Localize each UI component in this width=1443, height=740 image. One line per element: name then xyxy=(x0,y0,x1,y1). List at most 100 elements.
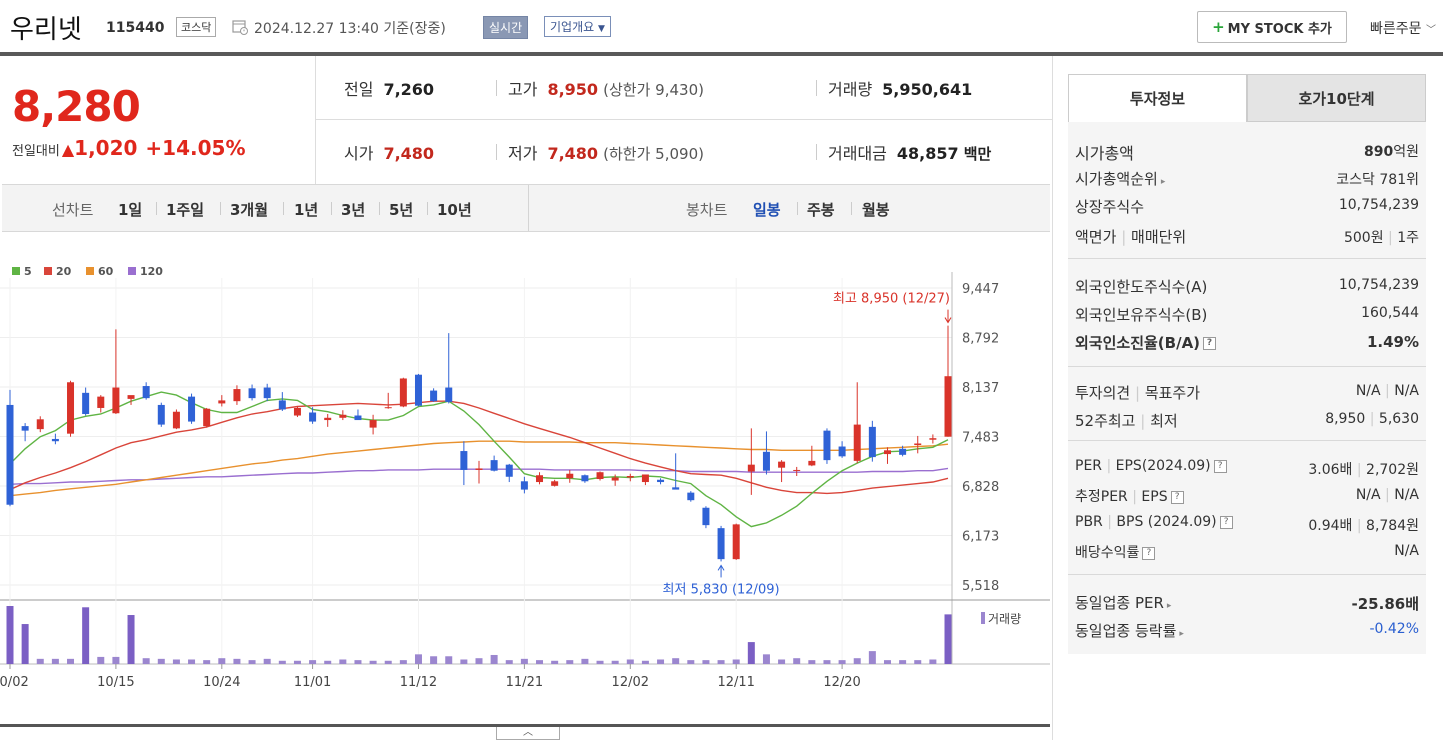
add-mystock-label: MY STOCK 추가 xyxy=(1227,21,1332,37)
help-icon[interactable]: ? xyxy=(1219,515,1233,529)
volume-bar xyxy=(233,658,241,664)
shares-value: 10,754,239 xyxy=(1338,197,1419,213)
stock-header: 우리넷 115440 코스닥 2024.12.27 13:40 기준(장중) 실… xyxy=(0,0,1443,52)
sector-change-label[interactable]: 동일업종 등락률 ▸ xyxy=(1075,620,1184,641)
help-icon[interactable]: ? xyxy=(1213,459,1227,473)
candle-body xyxy=(551,481,559,486)
legend-label: 120 xyxy=(140,265,163,278)
candle-body xyxy=(157,404,165,425)
stat-divider xyxy=(816,80,817,96)
stat-value: 7,480 xyxy=(383,144,435,163)
stat-unit: 백만 xyxy=(963,145,992,163)
toolbar-divider xyxy=(220,202,221,215)
sector-per-row: 동일업종 PER ▸ -25.86배 xyxy=(1075,588,1419,616)
period-3y[interactable]: 3년 xyxy=(341,201,366,219)
price-box: 8,280 전일대비 ▲1,020 +14.05% xyxy=(0,56,316,184)
volume-bar xyxy=(6,606,14,664)
add-mystock-button[interactable]: + MY STOCK 추가 xyxy=(1197,11,1347,43)
volume-bar xyxy=(67,658,75,664)
help-icon[interactable]: ? xyxy=(1142,546,1156,560)
quick-order-label: 빠른주문 xyxy=(1370,21,1422,37)
period-1y[interactable]: 1년 xyxy=(294,201,319,219)
candle-chart-label[interactable]: 봉차트 xyxy=(686,201,728,219)
info-divider xyxy=(1068,258,1426,259)
volume-bar xyxy=(445,656,453,664)
stat-amount: 거래대금 48,857 백만 xyxy=(828,140,991,164)
eps-text: EPS(2024.09) xyxy=(1115,458,1211,474)
stat-value: 5,950,641 xyxy=(882,80,973,99)
volume-bar xyxy=(188,659,196,664)
candle-body xyxy=(626,475,634,478)
help-icon[interactable]: ? xyxy=(1170,490,1184,504)
y-tick-label: 8,792 xyxy=(962,332,999,347)
volume-bar xyxy=(732,659,740,664)
candle-monthly[interactable]: 월봉 xyxy=(862,201,890,219)
price-chart[interactable]: 5 20 60 120 9,447 8,792 8,137 7,483 6,828 6,173 5,… xyxy=(0,232,1050,700)
period-1d[interactable]: 1일 xyxy=(118,201,143,219)
realtime-button[interactable]: 실시간 xyxy=(483,16,529,39)
volume-bar xyxy=(778,659,786,664)
candle-body xyxy=(929,438,937,440)
shares-label: 상장주식수 xyxy=(1075,198,1145,216)
volume-bar xyxy=(278,660,286,664)
high-arrow-head xyxy=(944,317,952,324)
candle-body xyxy=(369,420,377,428)
opinion-row: 투자의견 | 목표주가 N/A | N/A xyxy=(1075,378,1419,406)
est-eps-value-text: N/A xyxy=(1394,487,1419,503)
volume-bar xyxy=(339,659,347,664)
volume-bar xyxy=(324,660,332,664)
period-10y[interactable]: 10년 xyxy=(437,201,472,219)
toolbar-divider xyxy=(283,202,284,215)
volume-bar xyxy=(51,658,59,664)
period-5y[interactable]: 5년 xyxy=(389,201,414,219)
market-cap-unit: 억원 xyxy=(1393,144,1419,160)
stock-name: 우리넷 xyxy=(10,15,82,45)
week52-label: 52주최고 | 최저 xyxy=(1075,412,1178,430)
chart-bottom-divider xyxy=(0,724,1050,727)
volume-legend-swatch xyxy=(981,612,985,624)
volume-bar xyxy=(596,660,604,664)
market-cap-rank-label[interactable]: 시가총액순위 ▸ xyxy=(1075,168,1165,189)
upper-limit: (상한가 9,430) xyxy=(603,81,704,99)
market-cap-label: 시가총액 xyxy=(1075,144,1134,163)
tab-order-book[interactable]: 호가10단계 xyxy=(1247,74,1426,122)
candle-daily[interactable]: 일봉 xyxy=(753,201,781,219)
foreign-hold-row: 외국인보유주식수(B) 160,544 xyxy=(1075,300,1419,328)
volume-bar xyxy=(490,654,498,664)
quick-order-dropdown[interactable]: 빠른주문 ﹀ xyxy=(1370,18,1436,38)
volume-bar xyxy=(944,614,952,664)
volume-bar xyxy=(172,659,180,664)
stat-value: 7,260 xyxy=(383,80,435,99)
candle-body xyxy=(641,474,649,483)
info-divider xyxy=(1068,574,1426,575)
price-stats: 전일 7,260 고가 8,950 (상한가 9,430) 거래량 5,950,641… xyxy=(316,56,1052,184)
candle-body xyxy=(657,479,665,483)
week52-row: 52주최고 | 최저 8,950 | 5,630 xyxy=(1075,406,1419,434)
sector-per-label[interactable]: 동일업종 PER ▸ xyxy=(1075,592,1171,613)
candle-body xyxy=(914,443,922,446)
candle-body xyxy=(82,392,90,415)
company-overview-dropdown[interactable]: 기업개요 ▼ xyxy=(544,16,611,37)
tab-investment-info[interactable]: 투자정보 xyxy=(1068,74,1247,122)
volume-bar xyxy=(762,654,770,664)
lower-limit: (하한가 5,090) xyxy=(603,145,704,163)
candle-body xyxy=(520,481,528,490)
help-icon[interactable]: ? xyxy=(1203,337,1217,350)
chart-toolbar: 선차트 1일 1주일 3개월 1년 3년 5년 10년 봉차트 일봉 주봉 월봉 xyxy=(2,184,1050,232)
timestamp: 2024.12.27 13:40 기준(장중) xyxy=(254,21,446,37)
foreign-limit-row: 외국인한도주식수(A) 10,754,239 xyxy=(1075,272,1419,300)
period-1w[interactable]: 1주일 xyxy=(166,201,205,219)
expand-chart-button[interactable]: ︿ xyxy=(496,727,560,740)
volume-bar xyxy=(626,659,634,664)
y-tick-label: 7,483 xyxy=(962,431,999,446)
per-label: PER | EPS(2024.09)? xyxy=(1075,458,1227,474)
stat-value: 48,857 xyxy=(896,144,959,163)
foreign-ratio-label: 외국인소진율(B/A)? xyxy=(1075,332,1217,353)
line-chart-label[interactable]: 선차트 xyxy=(52,201,94,219)
volume-bar xyxy=(430,656,438,664)
up-triangle-icon: ▲ xyxy=(61,140,75,159)
candle-body xyxy=(868,426,876,458)
period-3m[interactable]: 3개월 xyxy=(230,201,269,219)
candle-weekly[interactable]: 주봉 xyxy=(807,201,835,219)
toolbar-section-divider xyxy=(528,185,529,231)
